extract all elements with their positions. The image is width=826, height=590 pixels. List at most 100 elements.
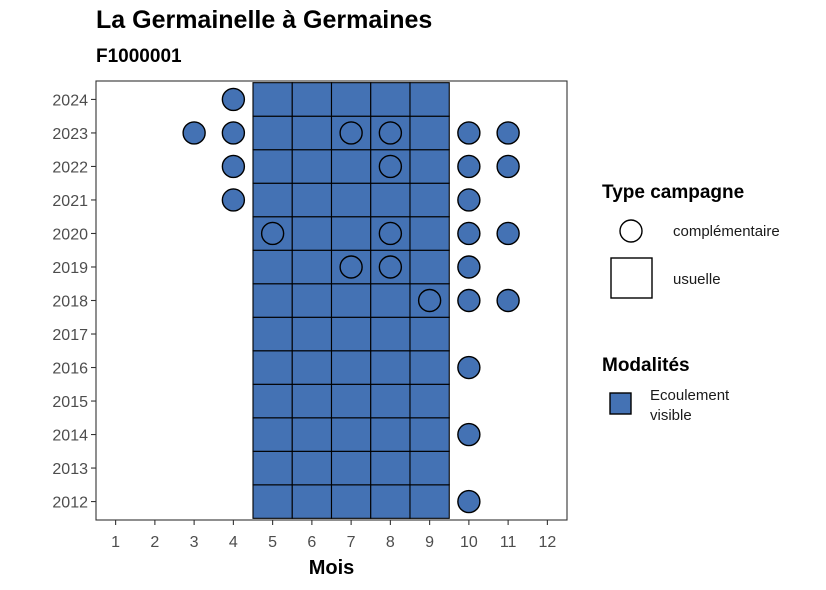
heatmap-tile [370, 115, 411, 151]
heatmap-tile [330, 149, 372, 184]
campaign-point [378, 154, 403, 179]
heatmap-tile [252, 82, 293, 117]
legend-type-title: Type campagne [602, 182, 744, 203]
campaign-point [457, 221, 481, 246]
y-tick-label: 2012 [52, 495, 88, 512]
legend-complementaire-key [619, 219, 643, 243]
x-tick-label: 9 [425, 534, 434, 551]
heatmap-tile [370, 450, 411, 486]
heatmap-tile [291, 417, 333, 452]
campaign-point [457, 121, 481, 145]
y-tick-label: 2017 [52, 327, 88, 344]
campaign-point [221, 121, 246, 145]
x-tick-label: 1 [111, 534, 120, 551]
heatmap-tile [409, 283, 450, 318]
chart-title: La Germainelle à Germaines [96, 6, 433, 34]
campaign-point [496, 154, 520, 179]
x-tick-label: 8 [386, 534, 395, 551]
heatmap-tile [252, 283, 293, 318]
y-tick-label: 2013 [52, 461, 88, 478]
x-tick-label: 7 [347, 534, 356, 551]
heatmap-tile [409, 316, 450, 352]
legend-modalite-title: Modalités [602, 355, 690, 376]
heatmap-tile [330, 249, 372, 285]
campaign-point [457, 154, 481, 179]
heatmap-tile [330, 350, 372, 385]
y-tick-label: 2018 [52, 294, 88, 311]
campaign-point [339, 255, 363, 279]
campaign-point [260, 221, 285, 246]
y-tick-label: 2020 [52, 226, 88, 243]
heatmap-tile [291, 484, 333, 519]
heatmap-tile [291, 115, 333, 151]
campaign-point [496, 288, 520, 313]
x-tick-label: 10 [460, 534, 478, 551]
campaign-point [457, 422, 481, 447]
heatmap-tile [252, 249, 293, 285]
heatmap-tile [252, 316, 293, 352]
heatmap-tile [409, 417, 450, 452]
heatmap-tile [252, 115, 293, 151]
heatmap-tile [252, 450, 293, 486]
campaign-point [457, 489, 481, 514]
x-tick-label: 2 [150, 534, 159, 551]
heatmap-tile [252, 417, 293, 452]
legend-modalite-label: Ecoulement visible [650, 387, 730, 424]
heatmap-tile [330, 484, 372, 519]
heatmap-tile [370, 383, 411, 419]
heatmap-tile [370, 182, 411, 218]
legend-modalite-key [609, 392, 632, 415]
heatmap-tile [252, 149, 293, 184]
heatmap-tile [252, 216, 293, 251]
heatmap-tile [370, 249, 411, 285]
y-tick-label: 2021 [52, 193, 88, 210]
heatmap-tile [409, 182, 450, 218]
heatmap-tile [370, 484, 411, 519]
heatmap-tile [330, 216, 372, 251]
heatmap-tile [330, 115, 372, 151]
chart-subtitle: F1000001 [96, 46, 182, 67]
x-tick-label: 3 [190, 534, 199, 551]
heatmap-tile [330, 383, 372, 419]
heatmap-tile [409, 450, 450, 486]
heatmap-tile [291, 450, 333, 486]
heatmap-tile [409, 115, 450, 151]
heatmap-tile [370, 316, 411, 352]
heatmap-tile [409, 82, 450, 117]
heatmap-tile [370, 216, 411, 251]
heatmap-tile [330, 182, 372, 218]
y-tick-label: 2024 [52, 92, 88, 109]
campaign-point [221, 154, 246, 179]
heatmap-tile [409, 149, 450, 184]
heatmap-tile [291, 149, 333, 184]
campaign-point [496, 121, 520, 145]
heatmap-tile [291, 350, 333, 385]
x-tick-label: 5 [268, 534, 277, 551]
legend-usuelle-label: usuelle [673, 271, 721, 288]
x-axis-label: Mois [309, 557, 355, 579]
heatmap-tile [330, 450, 372, 486]
heatmap-tile [370, 149, 411, 184]
campaign-point [457, 355, 481, 380]
campaign-point [221, 188, 246, 212]
legend-complementaire-label: complémentaire [673, 223, 780, 240]
heatmap-tile [409, 249, 450, 285]
heatmap-tile [291, 283, 333, 318]
x-tick-label: 6 [307, 534, 316, 551]
heatmap-tile [409, 350, 450, 385]
campaign-point [221, 87, 246, 112]
heatmap-tile [291, 182, 333, 218]
y-tick-label: 2015 [52, 394, 88, 411]
heatmap-tile [252, 350, 293, 385]
x-tick-label: 4 [229, 534, 238, 551]
heatmap-tile [252, 182, 293, 218]
heatmap-tile [291, 249, 333, 285]
y-tick-label: 2019 [52, 260, 88, 277]
campaign-point [457, 288, 481, 313]
campaign-point [417, 288, 442, 313]
heatmap-tile [370, 82, 411, 117]
campaign-point [182, 121, 206, 145]
heatmap-tile [291, 82, 333, 117]
heatmap-tile [252, 383, 293, 419]
